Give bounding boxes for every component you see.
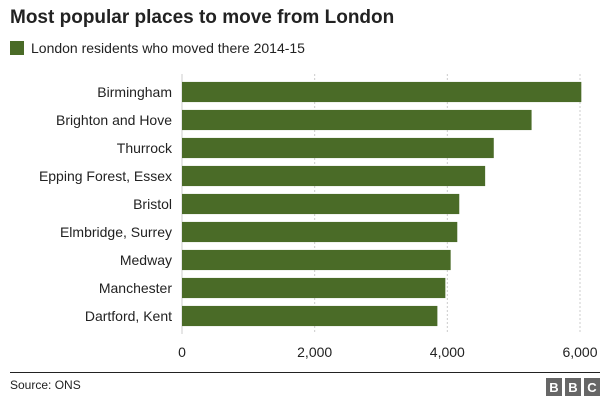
bar: [182, 165, 486, 187]
category-label: Thurrock: [117, 140, 173, 156]
bar: [182, 137, 494, 159]
category-label: Manchester: [99, 280, 172, 296]
bbc-logo-letter: C: [584, 378, 600, 396]
x-tick-label: 2,000: [297, 344, 332, 360]
category-label: Bristol: [133, 196, 172, 212]
legend: London residents who moved there 2014-15: [10, 40, 305, 56]
bar: [182, 193, 460, 215]
x-tick-label: 0: [178, 344, 186, 360]
category-label: Elmbridge, Surrey: [60, 224, 172, 240]
category-label: Dartford, Kent: [85, 308, 172, 324]
legend-swatch: [10, 41, 24, 55]
x-tick-label: 4,000: [430, 344, 465, 360]
bar: [182, 81, 582, 103]
source-note: Source: ONS: [10, 378, 81, 392]
footer-divider: [10, 372, 600, 373]
bar: [182, 277, 446, 299]
chart-title: Most popular places to move from London: [10, 7, 395, 28]
bbc-logo-letter: B: [546, 378, 562, 396]
category-label: Brighton and Hove: [56, 112, 172, 128]
category-label: Medway: [120, 252, 172, 268]
x-tick-label: 6,000: [562, 344, 597, 360]
bbc-logo-letter: B: [565, 378, 581, 396]
bbc-logo: B B C: [546, 378, 600, 396]
legend-label: London residents who moved there 2014-15: [31, 40, 305, 56]
category-label: Birmingham: [97, 84, 172, 100]
bar: [182, 221, 458, 243]
bar: [182, 249, 451, 271]
category-label: Epping Forest, Essex: [39, 168, 172, 184]
bar: [182, 305, 438, 327]
bar: [182, 109, 532, 131]
